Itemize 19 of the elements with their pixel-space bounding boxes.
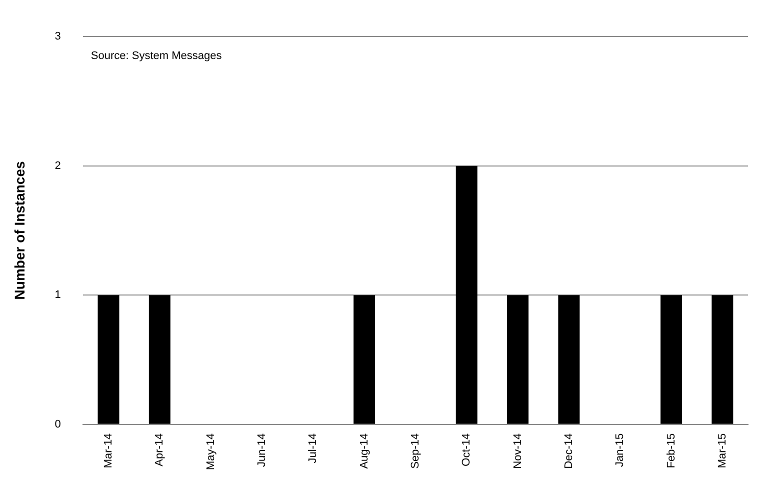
x-tick-label: Jul-14 (307, 433, 320, 464)
y-tick-label: 2 (54, 160, 61, 172)
y-axis-title: Number of Instances (11, 161, 28, 300)
x-tick-label: Jun-14 (256, 433, 268, 467)
x-tick-label: Feb-15 (665, 433, 678, 468)
y-tick-label: 0 (54, 418, 61, 430)
y-tick-label: 3 (54, 30, 61, 43)
x-tick-label: Aug-14 (358, 433, 370, 469)
x-tick-label: May-14 (204, 433, 217, 470)
x-tick-label: Apr-14 (154, 433, 166, 466)
x-tick-label: Jan-15 (614, 433, 626, 467)
x-tick-label: Dec-14 (562, 433, 575, 469)
x-tick-label: Mar-15 (716, 433, 728, 468)
x-tick-label: Sep-14 (409, 433, 422, 469)
y-tick-label: 1 (54, 289, 61, 302)
annotation: Source: System Messages (90, 50, 222, 62)
x-tick-label: Oct-14 (460, 433, 473, 466)
x-tick-label: Nov-14 (512, 433, 524, 469)
x-tick-label: Mar-14 (102, 433, 115, 468)
